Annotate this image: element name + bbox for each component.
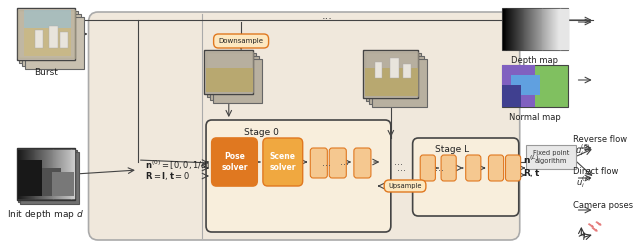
- FancyBboxPatch shape: [384, 180, 426, 192]
- Bar: [511, 75, 540, 95]
- Bar: [35, 30, 43, 48]
- FancyBboxPatch shape: [214, 34, 269, 48]
- FancyBboxPatch shape: [329, 148, 346, 178]
- FancyBboxPatch shape: [466, 155, 481, 181]
- FancyBboxPatch shape: [206, 120, 391, 232]
- Bar: [210, 56, 259, 100]
- Text: ...: ...: [397, 163, 406, 173]
- FancyBboxPatch shape: [263, 138, 303, 186]
- Text: Upsample: Upsample: [388, 183, 422, 189]
- Text: ...: ...: [394, 157, 403, 167]
- Text: Init depth map $d$: Init depth map $d$: [8, 208, 84, 221]
- Text: ...: ...: [322, 158, 331, 168]
- Bar: [364, 50, 419, 98]
- FancyBboxPatch shape: [413, 138, 519, 216]
- Text: $u_i^{(0)}$: $u_i^{(0)}$: [575, 142, 591, 158]
- Bar: [502, 65, 568, 107]
- Text: $u_i^{(k)}$: $u_i^{(k)}$: [575, 174, 591, 190]
- Bar: [403, 64, 411, 78]
- Bar: [24, 28, 72, 56]
- Bar: [502, 65, 535, 107]
- FancyArrow shape: [596, 222, 601, 225]
- Bar: [206, 68, 253, 92]
- Bar: [204, 50, 253, 94]
- Bar: [20, 152, 79, 204]
- FancyBboxPatch shape: [88, 12, 520, 240]
- FancyArrow shape: [593, 228, 597, 231]
- FancyBboxPatch shape: [506, 155, 521, 181]
- Bar: [22, 14, 81, 66]
- Bar: [369, 56, 424, 104]
- Text: Pose
solver: Pose solver: [221, 152, 248, 172]
- Bar: [25, 17, 84, 69]
- Bar: [365, 68, 419, 96]
- Bar: [526, 145, 575, 169]
- Text: Stage 0: Stage 0: [244, 128, 278, 137]
- Text: Burst: Burst: [34, 68, 58, 77]
- FancyBboxPatch shape: [212, 138, 257, 186]
- Text: Direct flow: Direct flow: [573, 168, 618, 176]
- Text: Downsample: Downsample: [219, 38, 264, 44]
- Bar: [372, 59, 427, 107]
- Bar: [207, 53, 256, 97]
- Text: ...: ...: [340, 157, 349, 167]
- Bar: [375, 62, 382, 78]
- FancyBboxPatch shape: [488, 155, 504, 181]
- FancyBboxPatch shape: [420, 155, 435, 181]
- Text: Reverse flow: Reverse flow: [573, 136, 627, 144]
- Bar: [19, 150, 77, 202]
- Bar: [390, 58, 399, 78]
- Text: Normal map: Normal map: [509, 113, 561, 122]
- Bar: [502, 85, 521, 107]
- FancyBboxPatch shape: [441, 155, 456, 181]
- Bar: [19, 11, 78, 63]
- Bar: [366, 53, 421, 101]
- Text: Fixed point
algorithm: Fixed point algorithm: [533, 150, 569, 164]
- FancyBboxPatch shape: [310, 148, 327, 178]
- Bar: [52, 172, 74, 196]
- Text: $\mathbf{R},\mathbf{t}$: $\mathbf{R},\mathbf{t}$: [523, 167, 540, 179]
- Bar: [19, 160, 42, 196]
- Text: Stage L: Stage L: [435, 145, 470, 154]
- Bar: [212, 59, 262, 103]
- Bar: [42, 168, 61, 196]
- Text: ...: ...: [435, 163, 444, 173]
- Bar: [502, 8, 568, 50]
- FancyBboxPatch shape: [354, 148, 371, 178]
- Bar: [60, 32, 68, 48]
- Bar: [17, 148, 76, 200]
- Text: $\mathbf{n}^{(L)}$: $\mathbf{n}^{(L)}$: [523, 154, 539, 166]
- Bar: [17, 8, 76, 60]
- Text: Scene
solver: Scene solver: [269, 152, 296, 172]
- Text: ...: ...: [322, 11, 333, 21]
- Bar: [49, 26, 58, 48]
- Text: Camera poses: Camera poses: [573, 200, 633, 209]
- FancyArrow shape: [589, 224, 593, 227]
- Bar: [24, 10, 72, 28]
- Text: $\mathbf{n}^{(0)}=[0,0,1/d]$: $\mathbf{n}^{(0)}=[0,0,1/d]$: [145, 158, 211, 172]
- Text: $\mathbf{R}=\mathbf{I},\mathbf{t}=0$: $\mathbf{R}=\mathbf{I},\mathbf{t}=0$: [145, 170, 191, 182]
- Text: Depth map: Depth map: [511, 56, 558, 65]
